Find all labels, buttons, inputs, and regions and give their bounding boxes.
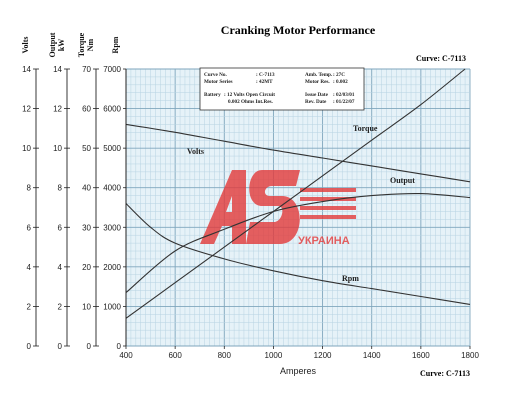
curve-label-bottom: Curve: C-7113 [420,369,470,378]
y-tick-label: 14 [22,65,31,74]
x-tick-label: 800 [218,351,232,360]
info-motor-series: : 42MT [256,79,273,85]
y-tick-label: 12 [22,105,31,114]
info-battery: : 12 Volts Open Circuit [224,92,275,98]
y-tick-label: 60 [82,105,91,114]
x-axis: 400 600 800 1000 1200 1400 1600 1800 [119,346,479,360]
series-label-torque: Torque [353,124,378,133]
y-tick-label: 4000 [103,184,121,193]
y-tick-label: 10 [53,144,62,153]
y-tick-label: 10 [22,144,31,153]
y-tick-label: 2 [27,302,32,311]
info-rev-date-label: Rev. Date [305,99,327,105]
info-amb-temp: : 27C [333,72,345,78]
y-tick-label: 2 [58,302,63,311]
series-label-volts: Volts [187,147,204,156]
y-axis-title: Nm [86,38,95,51]
y-tick-label: 20 [82,263,91,272]
y-tick-label: 30 [82,223,91,232]
y-tick-label: 40 [82,184,91,193]
y-tick-label: 0 [117,342,122,351]
info-motor-res: : 0.002 [333,79,348,85]
series-line-torque [125,68,466,319]
y-tick-label: 3000 [103,223,121,232]
y-tick-label: 0 [87,342,92,351]
y-tick-label: 0 [27,342,32,351]
y-tick-label: 7000 [103,65,121,74]
y-tick-label: 6 [58,223,63,232]
curve-label-top: Curve: C-7113 [416,54,466,63]
series-line-volts [125,123,471,183]
y-tick-label: 0 [58,342,63,351]
y-tick-label: 2000 [103,263,121,272]
watermark-text: УКРАИНА [298,235,350,247]
y-tick-label: 50 [82,144,91,153]
y-tick-label: 1000 [103,302,121,311]
info-curve-no-label: Curve No. [204,72,227,78]
info-battery-res: 0.002 Ohms Int.Res. [228,99,274,105]
y-axis-title: Rpm [111,36,120,53]
info-curve-no: : C-7113 [256,72,275,78]
watermark-logo: УКРАИНА [200,170,356,247]
series-label-output: Output [390,176,415,185]
info-issue-date: : 02/03/01 [333,92,355,98]
x-tick-label: 1400 [363,351,381,360]
series-line-rpm [125,203,471,305]
x-tick-label: 600 [168,351,182,360]
info-issue-date-label: Issue Date [305,92,329,98]
x-tick-label: 1800 [461,351,479,360]
y-tick-label: 6000 [103,105,121,114]
y-tick-label: 4 [27,263,32,272]
series-label-rpm: Rpm [342,274,359,283]
y-axis-title: kW [57,39,66,51]
info-motor-res-label: Motor Res. [305,79,330,85]
info-amb-temp-label: Amb. Temp. [305,72,333,78]
info-rev-date: : 01/22/07 [333,99,355,105]
series-layer [125,68,471,319]
y-axis-title: Output [48,32,57,57]
y-tick-label: 4 [58,263,63,272]
y-tick-label: 12 [53,105,62,114]
y-axis-title: Torque [77,32,86,57]
y-tick-label: 10 [82,302,91,311]
chart-title: Cranking Motor Performance [221,23,376,37]
y-axis-title: Volts [21,36,30,53]
x-tick-label: 400 [119,351,133,360]
y-tick-label: 70 [82,65,91,74]
y-tick-label: 8 [58,184,63,193]
y-tick-label: 5000 [103,144,121,153]
x-tick-label: 1200 [314,351,332,360]
y-tick-label: 8 [27,184,32,193]
series-line-output [125,192,471,294]
info-battery-label: Battery [204,92,221,98]
y-axes: 0 2 4 6 8 10 12 14 Volts 0 2 4 6 8 10 12 14 Output kW 0 10 20… [21,32,126,351]
info-motor-series-label: Motor Series [204,79,233,85]
x-tick-label: 1000 [265,351,283,360]
x-axis-label: Amperes [280,366,317,376]
y-tick-label: 14 [53,65,62,74]
info-box: Curve No. : C-7113 Motor Series : 42MT A… [199,67,365,111]
x-tick-label: 1600 [412,351,430,360]
y-tick-label: 6 [27,223,32,232]
